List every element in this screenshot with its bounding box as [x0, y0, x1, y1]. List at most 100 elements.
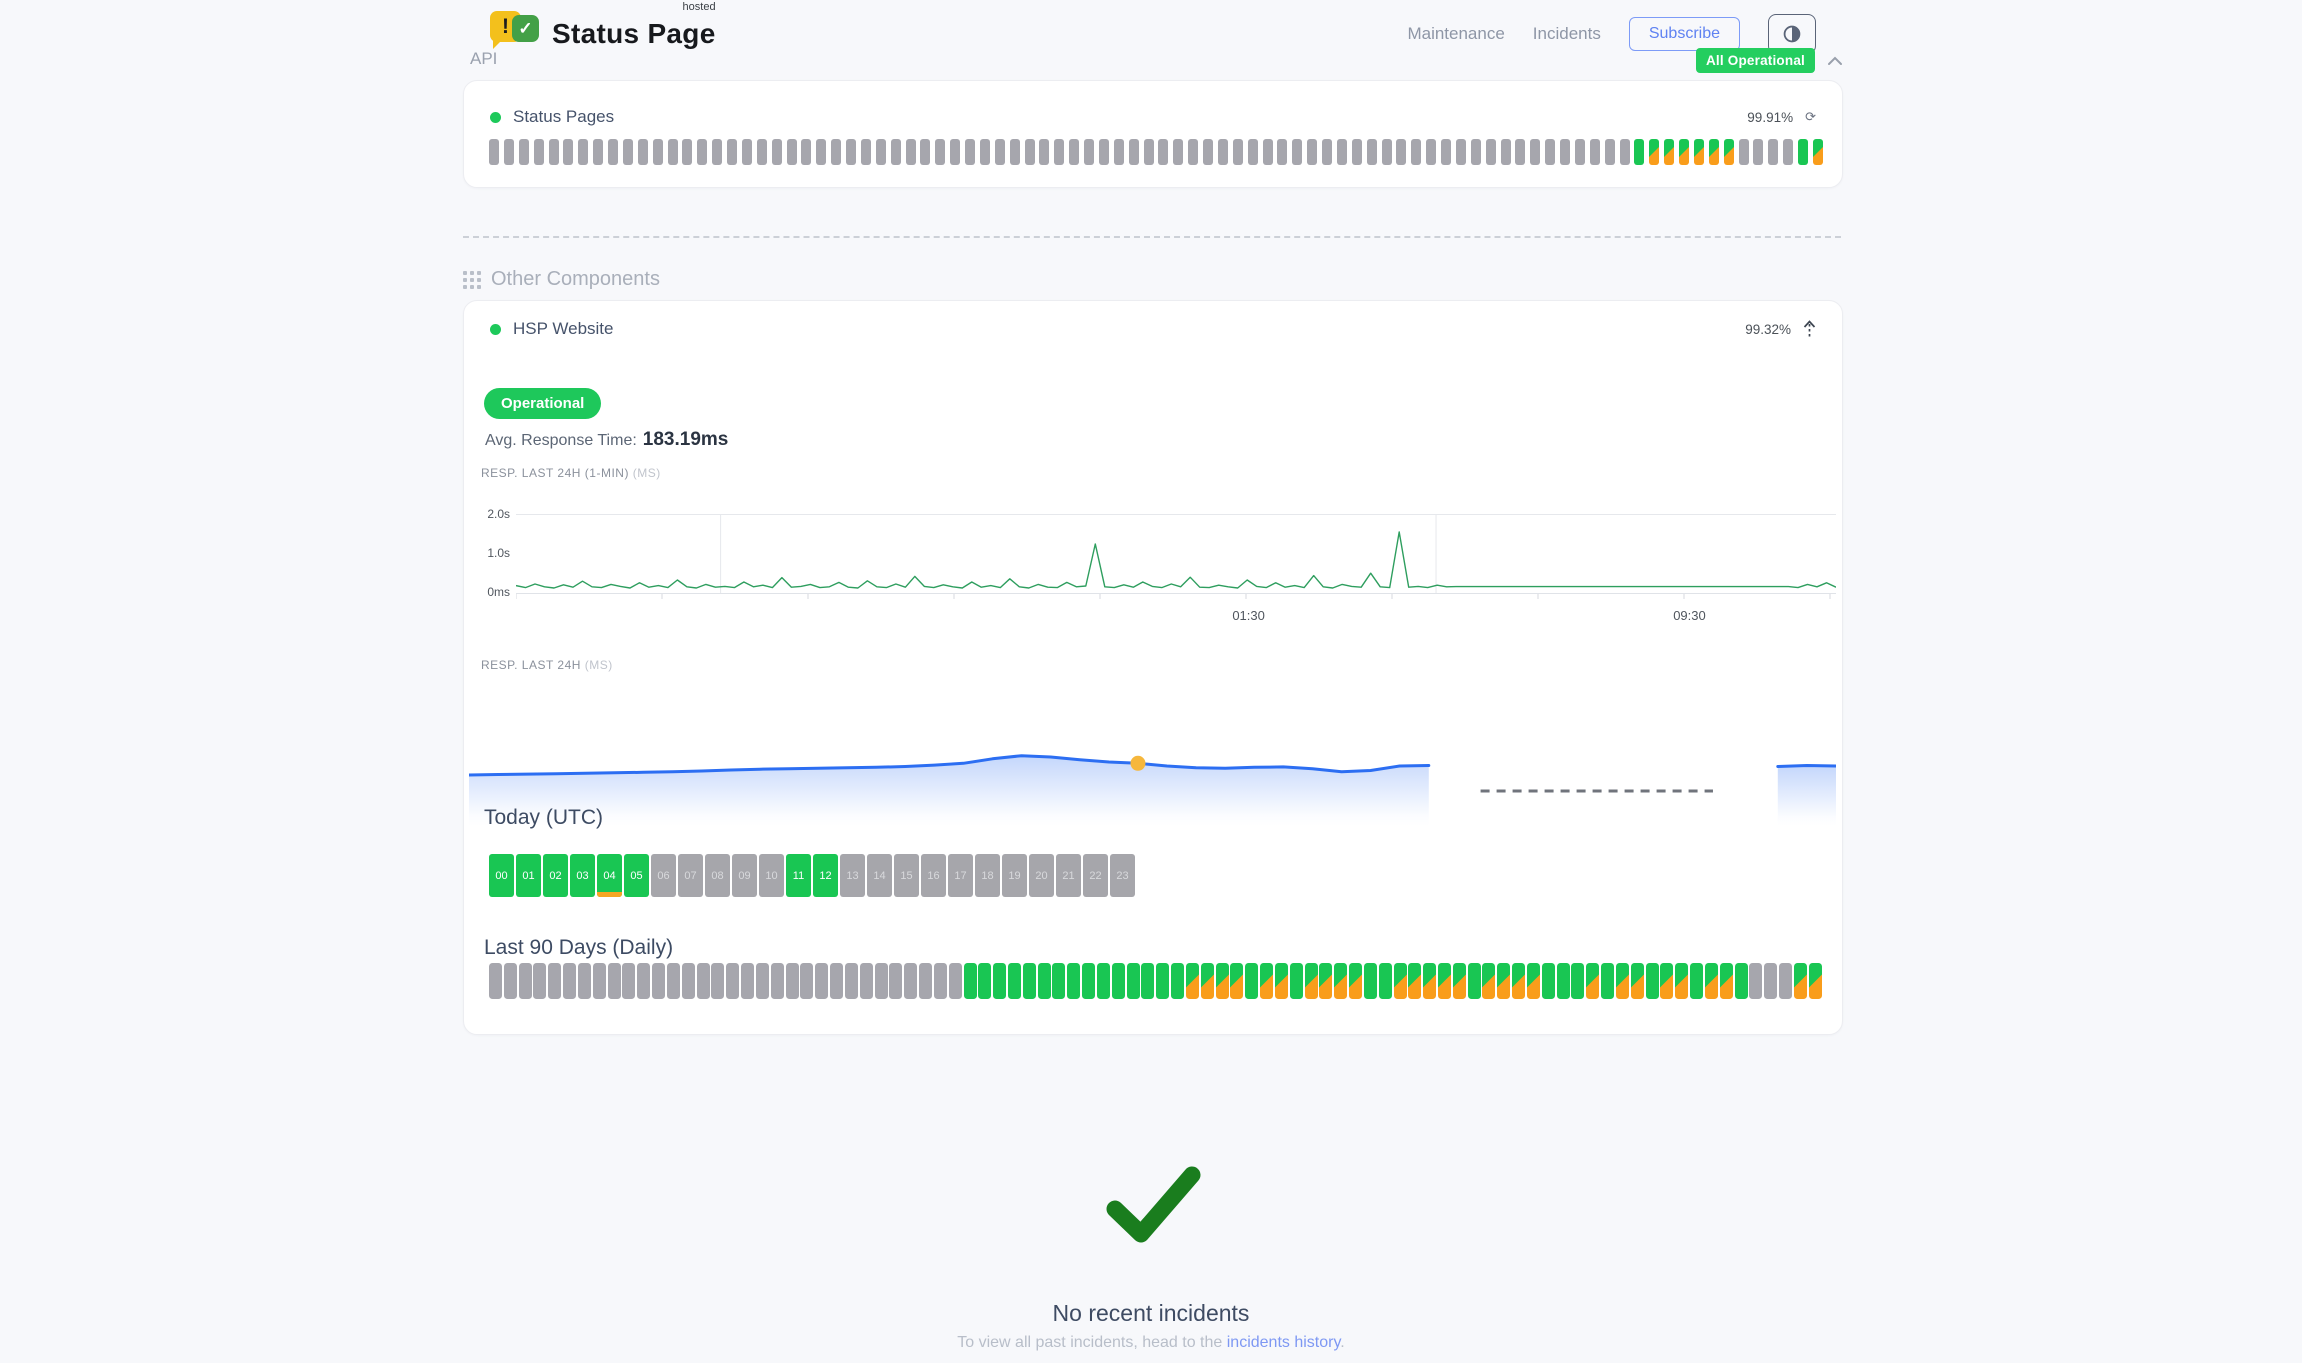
- subscribe-button[interactable]: Subscribe: [1628, 17, 1740, 51]
- uptime-tick[interactable]: [1560, 139, 1570, 165]
- uptime-tick[interactable]: [1307, 139, 1318, 165]
- hour-box-11[interactable]: 11: [786, 854, 811, 897]
- uptime-tick[interactable]: [1679, 139, 1689, 165]
- day-cell[interactable]: [1630, 963, 1644, 999]
- uptime-tick[interactable]: [637, 139, 648, 165]
- hour-box-01[interactable]: 01: [516, 854, 541, 897]
- uptime-tick[interactable]: [1366, 139, 1377, 165]
- uptime-tick[interactable]: [1753, 139, 1764, 165]
- day-cell[interactable]: [933, 963, 947, 999]
- day-cell[interactable]: [904, 963, 918, 999]
- hour-box-05[interactable]: 05: [624, 854, 649, 897]
- uptime-tick[interactable]: [1723, 139, 1734, 165]
- uptime-tick[interactable]: [994, 139, 1005, 165]
- uptime-tick[interactable]: [1098, 139, 1109, 165]
- day-cell[interactable]: [963, 963, 977, 999]
- uptime-tick[interactable]: [1054, 139, 1065, 165]
- day-cell[interactable]: [1304, 963, 1318, 999]
- day-cell[interactable]: [1067, 963, 1081, 999]
- day-cell[interactable]: [815, 963, 829, 999]
- day-cell[interactable]: [993, 963, 1007, 999]
- hour-box-06[interactable]: 06: [651, 854, 676, 897]
- day-cell[interactable]: [1719, 963, 1733, 999]
- day-cell[interactable]: [711, 963, 725, 999]
- day-cell[interactable]: [533, 963, 547, 999]
- day-cell[interactable]: [622, 963, 636, 999]
- highlight-marker[interactable]: [1130, 755, 1146, 771]
- day-cell[interactable]: [1363, 963, 1377, 999]
- day-cell[interactable]: [1423, 963, 1437, 999]
- uptime-tick[interactable]: [1336, 139, 1347, 165]
- day-cell[interactable]: [1675, 963, 1689, 999]
- day-cell[interactable]: [1586, 963, 1600, 999]
- uptime-tick[interactable]: [1381, 139, 1392, 165]
- hour-box-00[interactable]: 00: [489, 854, 514, 897]
- uptime-tick[interactable]: [1203, 139, 1213, 165]
- day-cell[interactable]: [1319, 963, 1333, 999]
- uptime-tick[interactable]: [1812, 139, 1823, 165]
- uptime-tick[interactable]: [1262, 139, 1273, 165]
- uptime-tick[interactable]: [1530, 139, 1541, 165]
- uptime-tick[interactable]: [1768, 139, 1779, 165]
- hour-box-08[interactable]: 08: [705, 854, 730, 897]
- day-cell[interactable]: [1467, 963, 1481, 999]
- day-cell[interactable]: [1156, 963, 1170, 999]
- uptime-tick[interactable]: [1024, 139, 1035, 165]
- day-cell[interactable]: [1541, 963, 1555, 999]
- hour-box-12[interactable]: 12: [813, 854, 838, 897]
- arrow-up-icon[interactable]: [1803, 319, 1816, 339]
- day-cell[interactable]: [1408, 963, 1422, 999]
- day-cell[interactable]: [1052, 963, 1066, 999]
- day-cell[interactable]: [1438, 963, 1451, 999]
- day-cell[interactable]: [1378, 963, 1392, 999]
- hour-box-14[interactable]: 14: [867, 854, 892, 897]
- hour-box-23[interactable]: 23: [1110, 854, 1135, 897]
- uptime-tick[interactable]: [1009, 139, 1020, 165]
- hour-box-22[interactable]: 22: [1083, 854, 1108, 897]
- uptime-tick[interactable]: [1292, 139, 1303, 165]
- uptime-tick[interactable]: [905, 139, 916, 165]
- uptime-tick[interactable]: [1708, 139, 1719, 165]
- day-cell[interactable]: [1660, 963, 1674, 999]
- uptime-tick[interactable]: [1069, 139, 1080, 165]
- uptime-tick[interactable]: [682, 139, 693, 165]
- day-cell[interactable]: [1571, 963, 1585, 999]
- uptime-tick[interactable]: [622, 139, 633, 165]
- uptime-tick[interactable]: [652, 139, 663, 165]
- day-cell[interactable]: [1779, 963, 1793, 999]
- uptime-tick[interactable]: [1441, 139, 1451, 165]
- uptime-tick[interactable]: [1470, 139, 1481, 165]
- hour-box-16[interactable]: 16: [921, 854, 946, 897]
- uptime-tick[interactable]: [667, 139, 678, 165]
- day-cell[interactable]: [592, 963, 606, 999]
- uptime-tick[interactable]: [1500, 139, 1511, 165]
- uptime-tick[interactable]: [712, 139, 723, 165]
- uptime-tick[interactable]: [890, 139, 901, 165]
- day-cell[interactable]: [1007, 963, 1021, 999]
- day-cell[interactable]: [1126, 963, 1140, 999]
- day-cell[interactable]: [637, 963, 651, 999]
- uptime-tick[interactable]: [1515, 139, 1526, 165]
- uptime-tick[interactable]: [548, 139, 559, 165]
- day-cell[interactable]: [800, 963, 814, 999]
- day-cell[interactable]: [652, 963, 666, 999]
- day-cell[interactable]: [666, 963, 680, 999]
- hour-box-21[interactable]: 21: [1056, 854, 1081, 897]
- day-cell[interactable]: [874, 963, 888, 999]
- day-cell[interactable]: [741, 963, 755, 999]
- day-cell[interactable]: [1334, 963, 1348, 999]
- response-time-area-chart[interactable]: [467, 691, 1838, 831]
- uptime-tick[interactable]: [697, 139, 708, 165]
- day-cell[interactable]: [1037, 963, 1051, 999]
- uptime-tick[interactable]: [1217, 139, 1228, 165]
- uptime-tick[interactable]: [741, 139, 752, 165]
- uptime-tick[interactable]: [771, 139, 782, 165]
- uptime-tick[interactable]: [1664, 139, 1675, 165]
- day-cell[interactable]: [1096, 963, 1110, 999]
- day-cell[interactable]: [1215, 963, 1229, 999]
- uptime-tick[interactable]: [1589, 139, 1600, 165]
- hour-box-09[interactable]: 09: [732, 854, 757, 897]
- day-cell[interactable]: [1808, 963, 1822, 999]
- uptime-tick[interactable]: [1158, 139, 1169, 165]
- uptime-tick[interactable]: [786, 139, 797, 165]
